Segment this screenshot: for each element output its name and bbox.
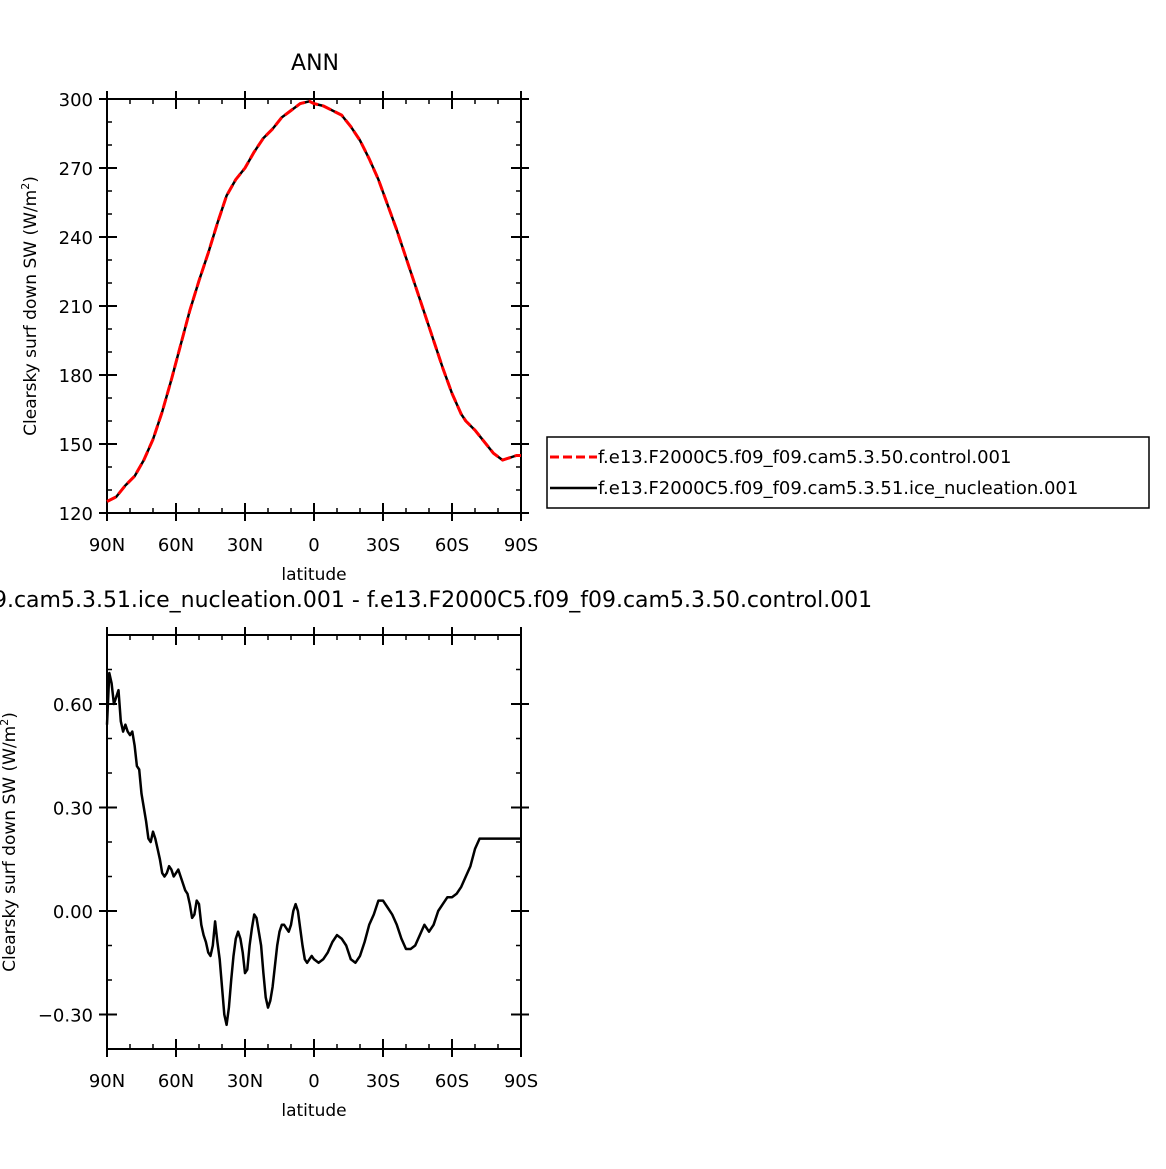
top-x-tick-label: 90N [89, 535, 125, 556]
top-y-axis-label-main: Clearsky surf down SW (W/m [21, 190, 41, 436]
top-x-tick-label: 30S [366, 535, 400, 556]
top-series-line-1 [106, 100, 521, 503]
top-series-group [106, 99, 521, 503]
top-plot-area [99, 91, 529, 521]
bottom-y-tick-label: 0.60 [53, 695, 93, 716]
bottom-plot-area [99, 627, 529, 1057]
bottom-x-tick-label: 0 [308, 1071, 319, 1092]
bottom-x-tick-labels: 90N 60N 30N 0 30S 60S 90S [89, 1071, 538, 1092]
top-x-tick-labels: 90N 60N 30N 0 30S 60S 90S [89, 535, 538, 556]
bottom-x-tick-label: 30S [366, 1071, 400, 1092]
bottom-x-tick-label: 60N [158, 1071, 194, 1092]
bottom-axis-ticks [99, 627, 529, 1057]
bottom-y-axis-label: Clearsky surf down SW (W/m2) [0, 712, 20, 972]
bottom-y-tick-label: 0.30 [53, 799, 93, 820]
bottom-y-axis-label-tail: ) [0, 712, 20, 719]
bottom-chart: f.e13.F2000C5.f09_f09.cam5.3.51.ice_nucl… [0, 588, 872, 1121]
top-y-axis-label-sup: 2 [19, 183, 32, 190]
top-x-tick-label: 30N [227, 535, 263, 556]
bottom-x-axis-label: latitude [281, 1101, 346, 1121]
top-y-tick-label: 240 [59, 228, 93, 249]
legend-label-control: f.e13.F2000C5.f09_f09.cam5.3.50.control.… [598, 447, 1011, 468]
top-x-tick-label: 60S [435, 535, 469, 556]
top-y-tick-label: 180 [59, 366, 93, 387]
bottom-plot-frame [106, 634, 522, 1050]
bottom-x-tick-label: 90N [89, 1071, 125, 1092]
bottom-y-tick-labels: −0.30 0.00 0.30 0.60 [38, 695, 93, 1027]
top-x-tick-label: 60N [158, 535, 194, 556]
top-y-tick-label: 150 [59, 435, 93, 456]
bottom-x-tick-label: 60S [435, 1071, 469, 1092]
bottom-y-tick-label: 0.00 [53, 902, 93, 923]
bottom-x-tick-label: 90S [504, 1071, 538, 1092]
bottom-y-tick-label: −0.30 [38, 1006, 93, 1027]
top-axis-ticks [99, 91, 529, 521]
legend-label-ice-nucleation: f.e13.F2000C5.f09_f09.cam5.3.51.ice_nucl… [598, 478, 1078, 499]
top-y-tick-label: 270 [59, 159, 93, 180]
top-y-axis-label-tail: ) [21, 176, 41, 183]
legend-box [546, 436, 1150, 509]
bottom-x-tick-label: 30N [227, 1071, 263, 1092]
bottom-y-axis-label-sup: 2 [0, 719, 11, 726]
top-series-line-0 [106, 99, 521, 503]
top-legend: f.e13.F2000C5.f09_f09.cam5.3.50.control.… [546, 436, 1150, 509]
bottom-y-axis-label-main: Clearsky surf down SW (W/m [0, 726, 20, 972]
top-y-tick-labels: 120 150 180 210 240 270 300 [59, 90, 93, 525]
top-y-tick-label: 210 [59, 297, 93, 318]
top-y-axis-label: Clearsky surf down SW (W/m2) [19, 176, 41, 436]
bottom-series-line-0 [105, 671, 521, 1027]
top-chart-title: ANN [291, 51, 339, 76]
top-x-tick-label: 0 [308, 535, 319, 556]
top-y-tick-label: 120 [59, 504, 93, 525]
top-y-tick-label: 300 [59, 90, 93, 111]
bottom-series-group [105, 671, 521, 1027]
top-x-axis-label: latitude [281, 565, 346, 585]
top-chart: ANN 90N 60N 30N 0 30S 60S 90S 120 150 180 210 240 2… [19, 51, 1150, 585]
top-plot-frame [106, 98, 522, 514]
bottom-chart-title: f.e13.F2000C5.f09_f09.cam5.3.51.ice_nucl… [0, 588, 872, 613]
top-x-tick-label: 90S [504, 535, 538, 556]
